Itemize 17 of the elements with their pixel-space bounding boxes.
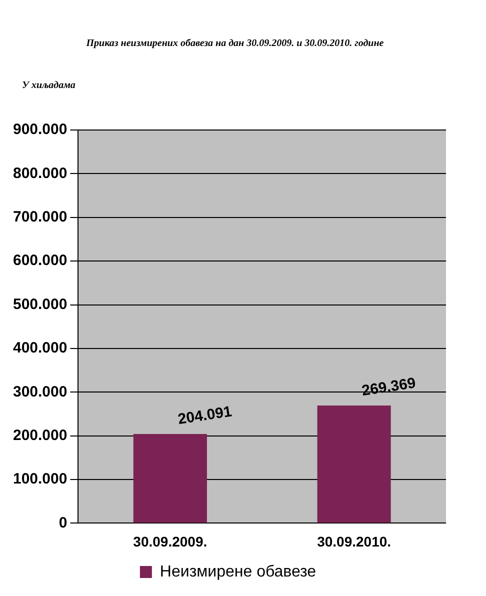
y-axis-title: У хиљадама [22, 80, 76, 91]
data-label: 204.091 [176, 403, 234, 428]
y-tick-label: 400.000 [12, 340, 68, 357]
x-tick-label: 30.09.2010. [317, 533, 392, 550]
y-tick-label: 100.000 [12, 470, 68, 488]
data-label: 269.369 [360, 374, 417, 400]
legend-label: Неизмирене обавезе [160, 563, 316, 580]
y-tick-label: 800.000 [12, 164, 68, 182]
y-tick-label: 500.000 [12, 296, 68, 313]
x-tick-label: 30.09.2009. [133, 533, 208, 550]
chart-title: Приказ неизмирених обавеза на дан 30.09.2009. и 30.09.2010. године [85, 38, 385, 49]
y-tick-label: 700.000 [12, 208, 68, 226]
y-tick-label: 900.000 [12, 121, 68, 138]
y-tick-label: 200.000 [12, 426, 68, 444]
y-tick-label: 0 [58, 514, 68, 532]
y-tick-label: 300.000 [12, 383, 68, 400]
y-tick-label: 600.000 [12, 252, 68, 270]
